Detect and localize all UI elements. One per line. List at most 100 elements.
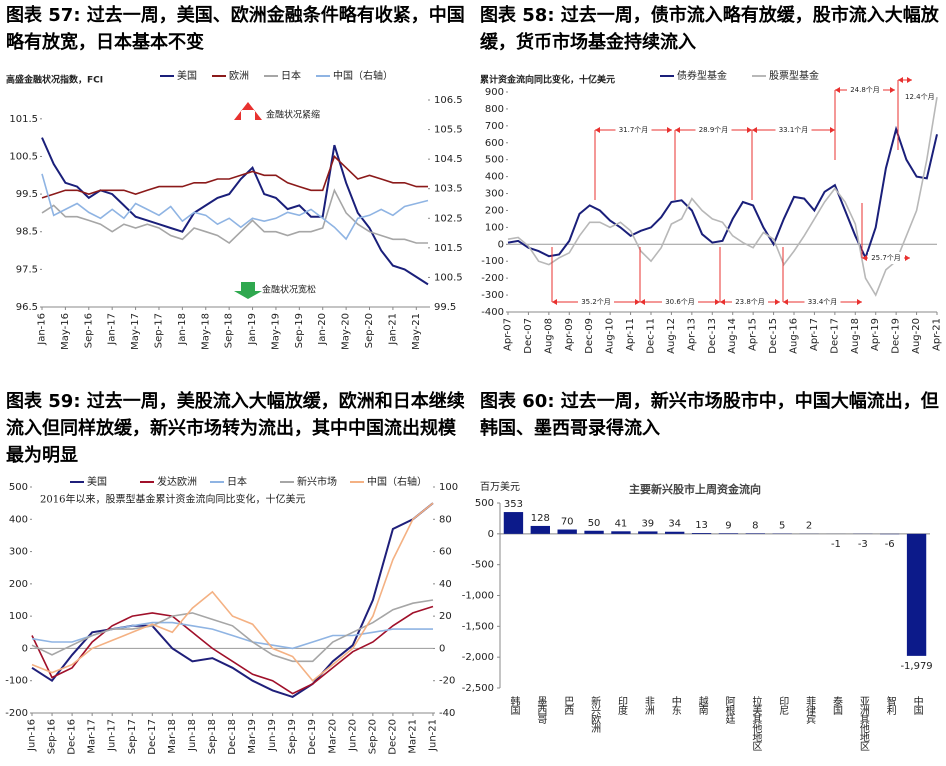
y2-tick-label: 40 [439, 579, 452, 590]
annotation: 33.1个月 [779, 126, 809, 134]
x-tick-label: Aug-10 [605, 318, 616, 354]
y-tick-label: -1,000 [462, 591, 494, 602]
x-tick-label: Aug-12 [666, 318, 677, 354]
x-tick-label: May-16 [60, 313, 71, 350]
x-tick-label: 中东 [669, 695, 681, 715]
bar [718, 533, 739, 534]
annotation-bg [804, 296, 841, 308]
x-tick-label: Dec-17 [829, 318, 840, 354]
legend-label: 日本 [281, 69, 301, 82]
y-tick-label: 101.5 [9, 114, 38, 125]
x-tick-label: Sep-17 [153, 313, 164, 348]
y-tick-label: 400 [485, 172, 504, 183]
x-tick-label: Apr-15 [748, 318, 759, 351]
note: 2016年以来，股票型基金累计资金流向同比变化，十亿美元 [40, 493, 305, 506]
x-tick-label: Jun-16 [27, 719, 38, 752]
annotation: 25.7个月 [871, 254, 901, 262]
bar [584, 530, 604, 534]
annotation: 30.6个月 [665, 298, 695, 306]
x-tick-label: 越南 [696, 695, 708, 715]
y-tick-label: -200 [481, 273, 504, 284]
bar [906, 533, 927, 656]
annotation: 金融状况紧缩 [266, 109, 320, 121]
x-tick-label: May-20 [341, 313, 352, 350]
x-tick-label: May-21 [411, 313, 422, 350]
x-tick-label: Dec-07 [523, 318, 534, 354]
x-tick-label: Aug-14 [727, 318, 738, 354]
legend-label: 发达欧洲 [157, 475, 197, 488]
x-tick-label: 印度 [615, 696, 627, 716]
x-tick-label: Jan-19 [247, 313, 258, 346]
value-label: 353 [504, 499, 523, 510]
x-tick-label: Jan-20 [317, 313, 328, 346]
value-label: 9 [725, 520, 731, 531]
x-tick-label: Dec-17 [147, 719, 158, 755]
y-tick-label: 400 [9, 514, 28, 525]
y-tick-label: 100.5 [9, 151, 38, 162]
x-tick-label: Sep-17 [127, 719, 138, 754]
x-tick-label: Mar-20 [327, 719, 338, 754]
annotation-bg [662, 296, 698, 308]
y-tick-label: 200 [485, 205, 504, 216]
x-tick-label: 中国 [911, 695, 923, 716]
y-tick-label: 0 [488, 529, 494, 540]
value-label: -1 [831, 539, 841, 550]
x-tick-label: Mar-19 [247, 719, 258, 754]
bar [530, 525, 550, 534]
y-tick-label: 97.5 [16, 264, 38, 275]
series-line [41, 155, 428, 199]
x-tick-label: Dec-11 [646, 318, 657, 354]
x-tick-label: Sep-20 [367, 719, 378, 754]
x-tick-label: 亚洲其他地区 [857, 696, 869, 751]
x-tick-label: Jun-18 [187, 719, 198, 752]
y2-tick-label: 20 [439, 611, 452, 622]
series-line [31, 605, 434, 695]
annotation: 35.2个月 [581, 298, 611, 306]
axis-title: 累计资金流向同比变化，十亿美元 [480, 74, 615, 86]
x-tick-label: 墨西哥 [535, 696, 547, 724]
y2-tick-label: 100.5 [434, 272, 463, 283]
x-tick-label: Apr-09 [564, 318, 575, 351]
bracket-head [898, 77, 912, 83]
arrow-down [234, 282, 262, 299]
series-line [507, 96, 938, 297]
annotation: 金融状况宽松 [262, 284, 316, 296]
bar [691, 533, 712, 534]
x-tick-label: Aug-20 [911, 318, 922, 354]
x-tick-label: Aug-08 [543, 318, 554, 354]
value-label: 41 [615, 518, 628, 529]
axis-title: 百万美元 [480, 480, 520, 493]
x-tick-label: Apr-21 [932, 318, 943, 351]
y-tick-label: 800 [485, 104, 504, 115]
x-tick-label: Apr-17 [809, 318, 820, 351]
value-label: 39 [641, 518, 654, 529]
legend-label: 股票型基金 [769, 69, 819, 82]
y2-tick-label: 104.5 [434, 154, 463, 165]
series-line [41, 173, 429, 241]
x-tick-label: Dec-09 [584, 318, 595, 354]
y-tick-label: 99.5 [16, 189, 38, 200]
y-tick-label: 100 [9, 611, 28, 622]
heading: 图表 59: 过去一周，美股流入大幅放缓，欧洲和日本继续流入但同样放缓，新兴市场… [6, 391, 465, 466]
x-tick-label: Jan-21 [387, 313, 398, 346]
y-tick-label: 300 [485, 189, 504, 200]
bar [665, 531, 685, 534]
x-tick-label: 智利 [884, 695, 896, 715]
y2-tick-label: 60 [439, 547, 452, 558]
x-tick-label: Dec-19 [891, 318, 902, 354]
x-tick-label: 新兴欧洲 [589, 695, 601, 733]
y2-tick-label: 106.5 [434, 95, 463, 106]
y-tick-label: 96.5 [16, 302, 38, 313]
x-tick-label: Dec-13 [707, 318, 718, 354]
annotation-bg [578, 296, 614, 308]
x-tick-label: 印尼 [777, 696, 789, 716]
y-tick-label: 700 [485, 121, 504, 132]
y2-tick-label: 102.5 [434, 213, 463, 224]
x-tick-label: Jun-21 [428, 719, 439, 752]
y-tick-label: -500 [471, 560, 494, 571]
annotation: 28.9个月 [699, 126, 729, 134]
bar [557, 529, 577, 534]
annotation-bg [868, 252, 904, 264]
